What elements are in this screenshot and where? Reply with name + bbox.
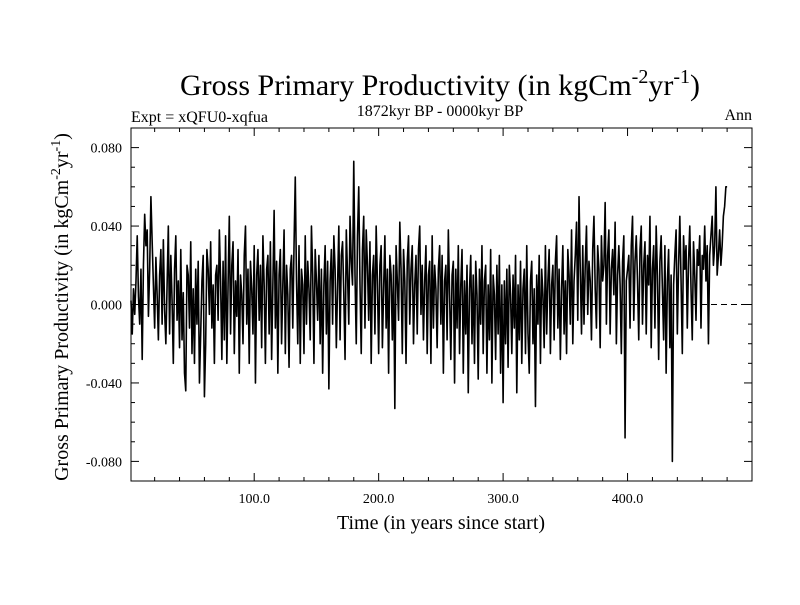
series-line-0	[130, 160, 728, 463]
chart-title: Gross Primary Productivity (in kgCm-2yr-…	[180, 66, 700, 102]
y-tick-label: 0.040	[91, 220, 123, 235]
season-label: Ann	[724, 107, 752, 124]
y-axis-label: Gross Primary Productivity (in kgCm-2yr-…	[49, 133, 73, 481]
expt-label: Expt = xQFU0-xqfua	[131, 109, 268, 126]
y-tick-label: 0.080	[91, 142, 123, 157]
plot-area: 100.0 200.0 300.0 400.0 0.080 0.040 0.000 -0.04…	[86, 127, 753, 507]
x-tick-label: 400.0	[612, 492, 644, 507]
x-tick-label: 300.0	[487, 492, 519, 507]
y-tick-label: -0.080	[86, 455, 122, 470]
x-tick-label: 200.0	[363, 492, 395, 507]
period-label: 1872kyr BP - 0000kyr BP	[357, 103, 524, 120]
x-tick-label: 100.0	[238, 492, 270, 507]
x-axis-label: Time (in years since start)	[337, 512, 545, 534]
y-tick-label: 0.000	[91, 299, 123, 314]
y-tick-label: -0.040	[86, 377, 122, 392]
